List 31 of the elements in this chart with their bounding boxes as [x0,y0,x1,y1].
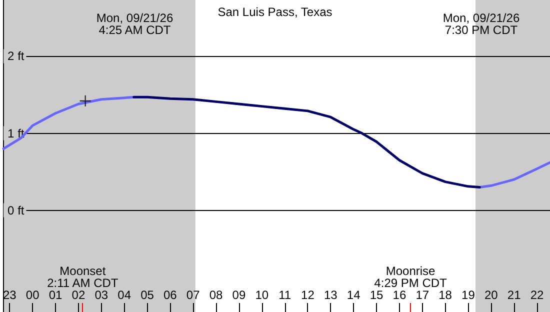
x-tick-label: 11 [278,288,292,302]
x-tick-label: 16 [392,288,406,302]
x-tick-label: 04 [118,288,132,302]
ref-line-label: Moonrise 4:29 PM CDT [374,264,448,290]
x-tick-label: 14 [346,288,361,302]
x-tick-label: 10 [255,288,269,302]
x-tick-label: 02 [72,288,86,302]
x-tick-label: 15 [370,288,384,302]
x-tick-label: 22 [530,288,544,302]
x-tick-label: 09 [232,288,246,302]
x-tick-label: 08 [209,288,224,302]
x-tick-label: 12 [301,288,315,302]
chart-title: San Luis Pass, Texas [218,5,332,19]
x-tick-label: 01 [48,288,63,302]
x-tick-label: 00 [26,288,40,302]
x-tick-label: 17 [416,288,430,302]
x-tick-label: 06 [163,288,178,302]
x-tick-label: 19 [462,288,476,302]
annotation: Mon, 09/21/26 7:30 PM CDT [442,11,520,37]
annotation: Mon, 09/21/26 4:25 AM CDT [96,11,174,37]
x-tick-label: 05 [140,288,154,302]
x-tick-label: 23 [2,288,17,302]
x-tick-label: 13 [324,288,338,302]
x-tick-label: 03 [94,288,108,302]
x-tick-label: 20 [484,288,498,302]
y-tick-label: 2 ft [8,49,25,64]
x-tick-label: 21 [507,288,522,302]
x-tick-label: 07 [186,288,200,302]
x-tick-label: 18 [438,288,452,302]
y-tick-label: 0 ft [8,203,25,218]
ref-line-label: Moonset 2:11 AM CDT [47,264,119,290]
